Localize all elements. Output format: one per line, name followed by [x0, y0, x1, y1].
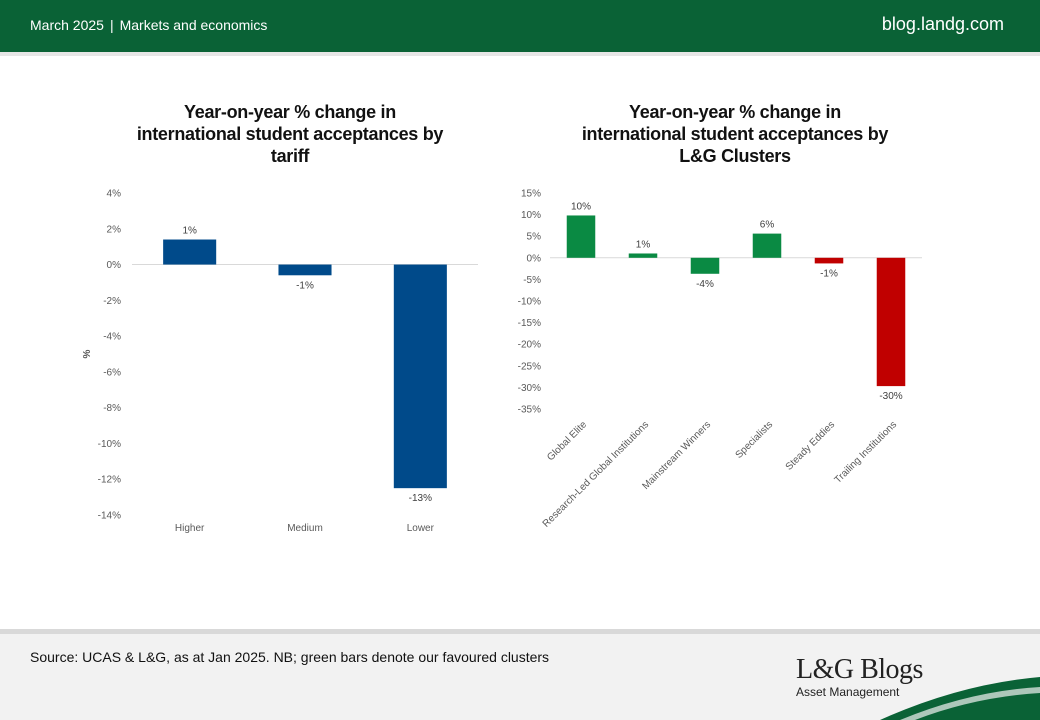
y-tick-label: 0% [527, 253, 542, 264]
y-tick-label: -5% [523, 275, 541, 286]
bar [278, 264, 332, 276]
x-tick-label: Higher [175, 523, 205, 534]
logo-swoosh [880, 677, 1040, 720]
y-tick-label: -20% [518, 340, 541, 351]
chart-title-line: Year-on-year % change in [184, 102, 396, 122]
y-tick-label: -15% [518, 318, 541, 329]
chart-title-line: Year-on-year % change in [629, 102, 841, 122]
y-tick-label: 10% [521, 210, 541, 221]
y-tick-label: 4% [107, 189, 122, 200]
y-tick-label: -8% [103, 403, 121, 414]
data-label: 6% [760, 220, 775, 231]
y-tick-label: -35% [518, 405, 541, 416]
x-tick-label: Research-Led Global Institutions [541, 419, 651, 529]
header-category[interactable]: Markets and economics [119, 17, 268, 33]
chart-title-line: L&G Clusters [679, 146, 791, 166]
logo-text: L&G Blogs [796, 654, 923, 685]
x-tick-label: Global Elite [545, 419, 589, 463]
y-tick-label: -12% [98, 475, 121, 486]
site-link[interactable]: blog.landg.com [881, 14, 1004, 34]
chart-title-tariff: Year-on-year % change in international s… [80, 101, 500, 167]
x-tick-label: Lower [407, 523, 435, 534]
y-tick-label: 5% [527, 232, 542, 243]
bar [752, 233, 782, 258]
data-label: 1% [182, 226, 197, 237]
x-tick-label: Mainstream Winners [640, 419, 713, 492]
bar [163, 239, 217, 265]
data-label: -13% [409, 493, 432, 504]
bar [876, 257, 906, 387]
y-tick-label: -14% [98, 511, 121, 522]
bar [690, 257, 720, 274]
x-tick-label: Trailing Institutions [833, 419, 899, 485]
data-label: -4% [696, 279, 714, 290]
logo-subtitle: Asset Management [796, 685, 900, 699]
y-tick-label: -10% [98, 439, 121, 450]
y-tick-label: -6% [103, 367, 121, 378]
data-label: -30% [879, 391, 902, 402]
bar [628, 253, 658, 258]
y-tick-label: -30% [518, 383, 541, 394]
x-tick-label: Medium [287, 523, 323, 534]
data-label: -1% [296, 280, 314, 291]
y-tick-label: -4% [103, 332, 121, 343]
bar [566, 215, 596, 258]
footer: Source: UCAS & L&G, as at Jan 2025. NB; … [0, 629, 1040, 720]
lg-blogs-logo[interactable]: L&G Blogs Asset Management [796, 654, 923, 700]
chart-title-line: international student acceptances by [581, 124, 889, 144]
y-axis-label: % [82, 349, 93, 358]
chart-title-clusters: Year-on-year % change in international s… [525, 101, 945, 167]
y-tick-label: -10% [518, 297, 541, 308]
header-date: March 2025 [30, 17, 104, 33]
header-meta: March 2025 | Markets and economics [30, 17, 267, 33]
y-tick-label: 2% [107, 224, 122, 235]
y-tick-label: 0% [107, 260, 122, 271]
header-bar: March 2025 | Markets and economics blog.la… [0, 0, 1040, 52]
y-tick-label: 15% [521, 189, 541, 200]
header-separator: | [109, 17, 114, 33]
x-tick-label: Steady Eddies [784, 419, 837, 472]
source-note: Source: UCAS & L&G, as at Jan 2025. NB; … [30, 649, 550, 665]
data-label: 10% [571, 201, 591, 212]
chart-title-line: tariff [270, 146, 310, 166]
chart-title-line: international student acceptances by [136, 124, 444, 144]
bar [814, 257, 844, 264]
footer-divider [0, 629, 1040, 634]
header-divider [0, 52, 1040, 56]
y-tick-label: -25% [518, 361, 541, 372]
bar [393, 264, 447, 489]
x-tick-label: Specialists [734, 419, 776, 461]
data-label: 1% [636, 239, 651, 250]
y-tick-label: -2% [103, 296, 121, 307]
data-label: -1% [820, 268, 838, 279]
